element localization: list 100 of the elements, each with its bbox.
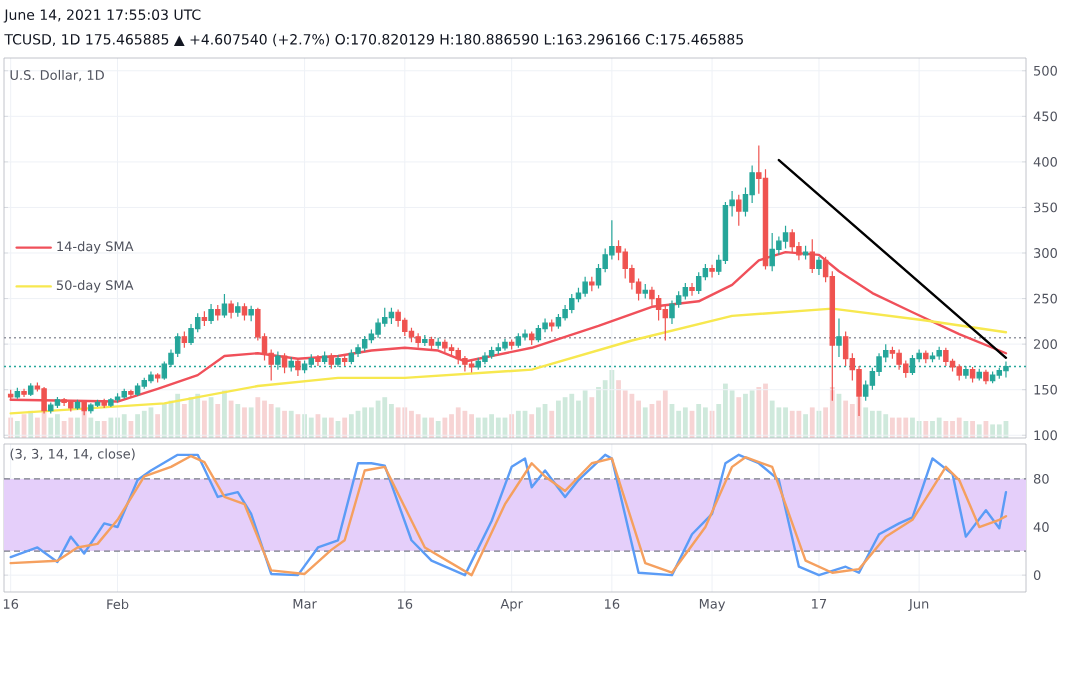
candlestick [555, 313, 562, 330]
bar [869, 410, 875, 438]
bar [996, 424, 1002, 438]
bar [803, 414, 808, 438]
bar [155, 414, 161, 438]
bar [415, 414, 421, 438]
candlestick [983, 369, 989, 385]
candlestick [782, 225, 789, 250]
bar [843, 400, 849, 438]
bar [990, 424, 996, 438]
bar [743, 393, 748, 438]
bar [382, 397, 388, 438]
bar [275, 407, 281, 438]
bar [829, 386, 835, 438]
bar [248, 407, 254, 438]
candlestick [455, 347, 461, 365]
bar [636, 400, 641, 438]
bar [749, 390, 755, 438]
bar [368, 407, 374, 438]
candlestick [415, 332, 421, 349]
bar [161, 403, 167, 438]
bar [262, 400, 267, 438]
bar [896, 417, 902, 438]
candlestick [896, 349, 902, 371]
bar [442, 417, 448, 438]
candlestick [295, 358, 301, 377]
candlestick [736, 194, 742, 227]
bar [976, 424, 982, 438]
candlestick [241, 302, 248, 322]
candlestick [355, 343, 361, 358]
bar [956, 417, 962, 438]
candlestick [27, 382, 34, 397]
bar [475, 417, 481, 438]
candlestick [181, 330, 188, 349]
candlestick [769, 232, 775, 272]
bar [763, 383, 768, 438]
candlestick [589, 276, 595, 292]
candlestick [936, 346, 942, 361]
bar [676, 410, 682, 438]
bar [903, 417, 909, 438]
bar [729, 390, 735, 438]
candlestick [468, 359, 475, 373]
candlestick [154, 372, 161, 384]
bar [549, 410, 555, 438]
bar [34, 417, 40, 438]
bar [55, 414, 60, 438]
bar [469, 414, 474, 438]
bar [348, 414, 354, 438]
candlestick [442, 338, 448, 353]
bar [910, 417, 915, 438]
bar [702, 407, 708, 438]
candlestick [943, 347, 949, 367]
candlestick [108, 397, 114, 408]
bar [963, 420, 969, 438]
bar [582, 390, 588, 438]
bar [215, 403, 221, 438]
candlestick [448, 343, 455, 356]
candlestick [435, 337, 441, 350]
bar [943, 420, 949, 438]
candlestick [134, 382, 141, 397]
candlestick [315, 354, 321, 367]
candlestick [88, 402, 94, 414]
bar [195, 393, 201, 438]
bar [48, 417, 54, 438]
bar [308, 417, 314, 438]
bar [756, 386, 762, 438]
bar [141, 410, 147, 438]
bar [569, 393, 575, 438]
candlestick [642, 283, 648, 300]
candlestick [48, 401, 54, 414]
bar [642, 407, 648, 438]
bar [662, 390, 668, 438]
bar [596, 386, 601, 438]
bar [535, 407, 541, 438]
bar [529, 414, 535, 438]
bar [515, 410, 521, 438]
bar [228, 400, 234, 438]
bar [682, 407, 688, 438]
bar [489, 414, 495, 438]
bar [362, 407, 368, 438]
bar [849, 403, 855, 438]
candlestick [341, 355, 348, 367]
bar [121, 414, 127, 438]
bar [108, 417, 114, 438]
candlestick [21, 388, 27, 398]
candlestick [422, 334, 428, 347]
candlestick [141, 377, 148, 390]
bar [268, 403, 274, 438]
candlestick [54, 396, 61, 409]
candlestick [402, 317, 408, 337]
bar [616, 380, 621, 438]
bar [322, 417, 328, 438]
candlestick [522, 328, 528, 342]
candlestick [709, 264, 715, 279]
bar [75, 417, 80, 438]
candlestick [689, 282, 695, 297]
candlestick [121, 388, 127, 400]
candlestick [923, 349, 929, 364]
bar [101, 420, 107, 438]
candlestick [508, 338, 515, 351]
